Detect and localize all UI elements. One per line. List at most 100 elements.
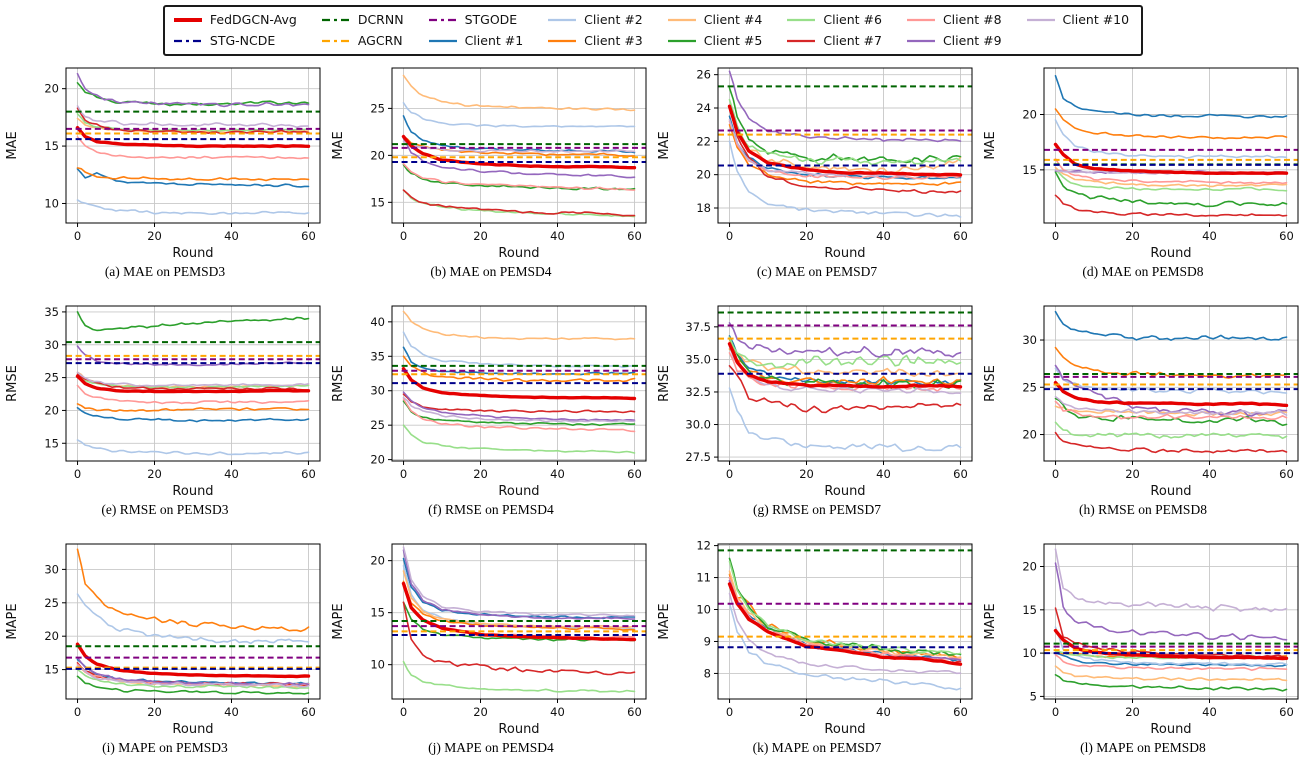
svg-text:30.0: 30.0: [685, 418, 711, 432]
legend-swatch-stg-ncde-line-icon: [173, 39, 202, 42]
svg-text:25: 25: [1022, 380, 1037, 394]
svg-text:35: 35: [44, 305, 59, 319]
legend-swatch-client-8-line-icon: [906, 18, 935, 21]
svg-text:30: 30: [1022, 333, 1037, 347]
x-axis-label-d: Round: [1150, 246, 1191, 261]
subplot-c-caption: (c) MAE on PEMSD7: [756, 264, 878, 279]
legend-entry-client-5: Client #5: [667, 30, 763, 51]
legend-swatch-stgode-line-icon: [428, 18, 457, 21]
subplot-f: 20 25 30 35 40 0 20 40 60 RMSE Round (f) RMSE on PE…: [328, 298, 654, 534]
legend-entry-client-2: Client #2: [547, 9, 643, 30]
legend-entry-agcrn: AGCRN: [321, 30, 404, 51]
svg-text:27.5: 27.5: [685, 450, 711, 464]
svg-text:25: 25: [44, 596, 59, 610]
legend-entry-client-8: Client #8: [906, 9, 1002, 30]
subplot-a-caption: (a) MAE on PEMSD3: [104, 264, 226, 279]
legend-label-stg-ncde: STG-NCDE: [209, 33, 276, 48]
svg-text:0: 0: [1052, 705, 1059, 719]
svg-text:60: 60: [301, 705, 316, 719]
subplot-i: 15 20 25 30 0 20 40 60 MAPE Round (i) MAPE on PEMS…: [2, 536, 328, 772]
svg-text:40: 40: [550, 229, 565, 243]
legend-label-feddgcn-avg: FedDGCN-Avg: [209, 12, 297, 27]
subplot-g-canvas: 27.5 30.0 32.5 35.0 37.5 0 20 40 60 RMSE Round: [657, 305, 973, 499]
y-axis-label-l: MAPE: [983, 603, 998, 639]
subplot-b: 15 20 25 0 20 40 60 MAE Round (b) MAE on PEMSD4: [328, 60, 654, 296]
y-axis-label-c: MAE: [657, 131, 672, 159]
y-axis-label-f: RMSE: [331, 365, 346, 402]
legend-entry-client-6: Client #6: [786, 9, 882, 30]
svg-text:25: 25: [370, 418, 385, 432]
svg-text:15: 15: [1022, 603, 1037, 617]
svg-text:10: 10: [370, 658, 385, 672]
svg-text:0: 0: [400, 705, 407, 719]
subplot-a-canvas: 10 15 20 0 20 40 60 MAE Round: [5, 67, 321, 261]
svg-text:20: 20: [473, 229, 488, 243]
subplot-f-canvas: 20 25 30 35 40 0 20 40 60 RMSE Round: [331, 305, 647, 499]
subplot-k: 8 9 10 11 12 0 20 40 60 MAPE Round (k) MAPE on PEMS…: [654, 536, 980, 772]
svg-text:40: 40: [1202, 229, 1217, 243]
svg-text:60: 60: [627, 705, 642, 719]
svg-text:20: 20: [473, 705, 488, 719]
svg-text:0: 0: [74, 229, 81, 243]
y-axis-label-h: RMSE: [983, 365, 998, 402]
svg-text:60: 60: [301, 229, 316, 243]
svg-text:0: 0: [74, 467, 81, 481]
subplot-b-caption: (b) MAE on PEMSD4: [430, 264, 552, 279]
svg-text:60: 60: [953, 705, 968, 719]
legend-swatch-dcrnn-line-icon: [321, 18, 350, 21]
svg-text:60: 60: [1279, 467, 1294, 481]
svg-text:60: 60: [301, 467, 316, 481]
subplot-j-caption: (j) MAPE on PEMSD4: [428, 740, 554, 755]
legend-entry-client-1: Client #1: [428, 30, 523, 51]
svg-text:0: 0: [1052, 229, 1059, 243]
subplot-j-canvas: 10 15 20 0 20 40 60 MAPE Round: [331, 543, 647, 737]
y-axis-label-i: MAPE: [5, 603, 20, 639]
legend-entry-client-9: Client #9: [906, 30, 1002, 51]
legend-swatch-client-6-line-icon: [787, 18, 816, 21]
subplot-k-caption: (k) MAPE on PEMSD7: [752, 740, 882, 755]
legend-swatch-agcrn-line-icon: [321, 39, 350, 42]
svg-text:20: 20: [370, 554, 385, 568]
svg-text:0: 0: [1052, 467, 1059, 481]
svg-text:20: 20: [1022, 560, 1037, 574]
legend-entry-feddgcn-avg: FedDGCN-Avg: [173, 9, 297, 30]
svg-text:40: 40: [224, 705, 239, 719]
legend-entry-client-10: Client #10: [1026, 9, 1130, 30]
legend-label-client-5: Client #5: [703, 33, 763, 48]
svg-text:20: 20: [147, 229, 162, 243]
svg-text:30: 30: [44, 338, 59, 352]
legend-entry-dcrnn: DCRNN: [321, 9, 404, 30]
svg-text:60: 60: [953, 467, 968, 481]
legend-swatch-client-1-line-icon: [428, 39, 457, 42]
subplot-i-caption: (i) MAPE on PEMSD3: [102, 740, 228, 755]
legend-label-client-10: Client #10: [1062, 12, 1130, 27]
svg-text:60: 60: [1279, 229, 1294, 243]
x-axis-label-a: Round: [172, 246, 213, 261]
legend-label-client-4: Client #4: [703, 12, 763, 27]
subplot-g: 27.5 30.0 32.5 35.0 37.5 0 20 40 60 RMSE Round (g) …: [654, 298, 980, 534]
svg-text:20: 20: [1022, 108, 1037, 122]
legend-entry-client-7: Client #7: [786, 30, 882, 51]
y-axis-label-e: RMSE: [5, 365, 20, 402]
legend-label-dcrnn: DCRNN: [357, 12, 404, 27]
subplot-l-caption: (l) MAPE on PEMSD8: [1080, 740, 1206, 755]
x-axis-label-h: Round: [1150, 484, 1191, 499]
svg-text:11: 11: [696, 571, 711, 585]
subplot-l: 5 10 15 20 0 20 40 60 MAPE Round (l) MAPE on PEMSD…: [980, 536, 1306, 772]
legend-label-client-2: Client #2: [584, 12, 643, 27]
x-axis-label-k: Round: [824, 722, 865, 737]
subplot-h-caption: (h) RMSE on PEMSD8: [1079, 502, 1207, 517]
legend-label-client-6: Client #6: [823, 12, 882, 27]
svg-text:20: 20: [370, 453, 385, 467]
svg-text:20: 20: [799, 705, 814, 719]
x-axis-label-e: Round: [172, 484, 213, 499]
svg-text:25: 25: [370, 101, 385, 115]
x-axis-label-f: Round: [498, 484, 539, 499]
legend-label-client-9: Client #9: [942, 33, 1002, 48]
y-axis-label-d: MAE: [983, 131, 998, 159]
svg-text:10: 10: [44, 196, 59, 210]
svg-text:32.5: 32.5: [685, 385, 711, 399]
svg-text:15: 15: [44, 663, 59, 677]
svg-text:40: 40: [224, 229, 239, 243]
plots-grid: 10 15 20 0 20 40 60 MAE Round (a) MAE on PEMSD3 15…: [2, 60, 1306, 772]
